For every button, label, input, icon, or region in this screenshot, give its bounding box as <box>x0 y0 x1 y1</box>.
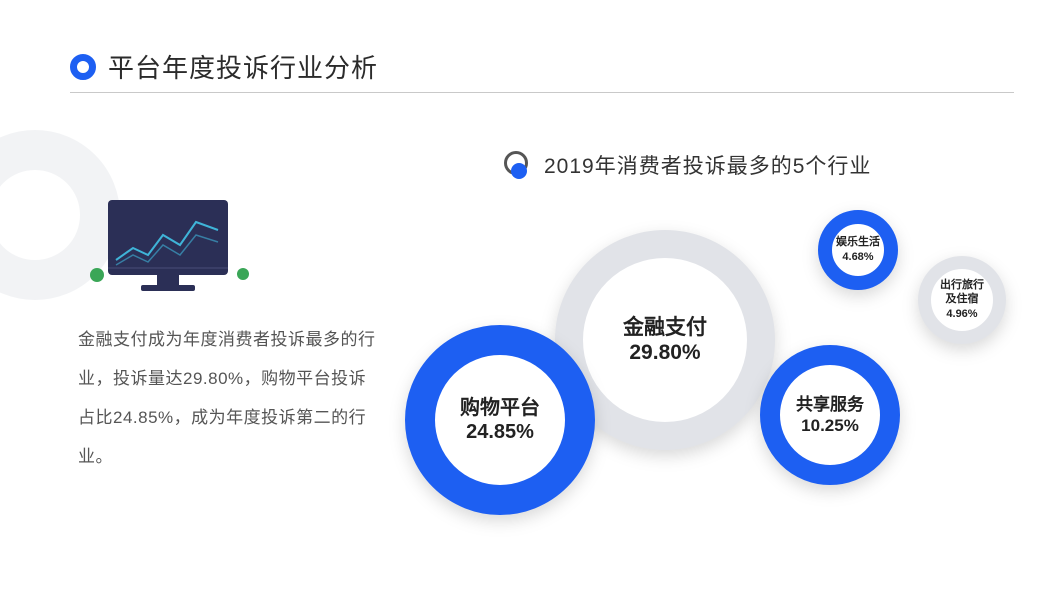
bubble-label: 金融支付 <box>623 315 707 341</box>
bubble-label: 出行旅行 及住宿 <box>940 279 984 307</box>
bubble-percent: 29.80% <box>629 341 700 365</box>
bubble-percent: 24.85% <box>466 421 534 444</box>
bubble-label: 共享服务 <box>796 394 864 415</box>
bubble-label: 购物平台 <box>460 396 540 421</box>
bubble-label: 娱乐生活 <box>836 236 880 250</box>
bubble-entertainment: 娱乐生活4.68% <box>818 210 898 290</box>
bubble-shopping: 购物平台24.85% <box>405 325 595 515</box>
bubble-chart: 金融支付29.80%购物平台24.85%共享服务10.25%娱乐生活4.68%出… <box>0 0 1054 592</box>
bubble-travel: 出行旅行 及住宿4.96% <box>918 256 1006 344</box>
bubble-percent: 4.68% <box>842 250 873 264</box>
bubble-percent: 10.25% <box>801 416 859 436</box>
bubble-sharing: 共享服务10.25% <box>760 345 900 485</box>
bubble-percent: 4.96% <box>946 307 977 321</box>
